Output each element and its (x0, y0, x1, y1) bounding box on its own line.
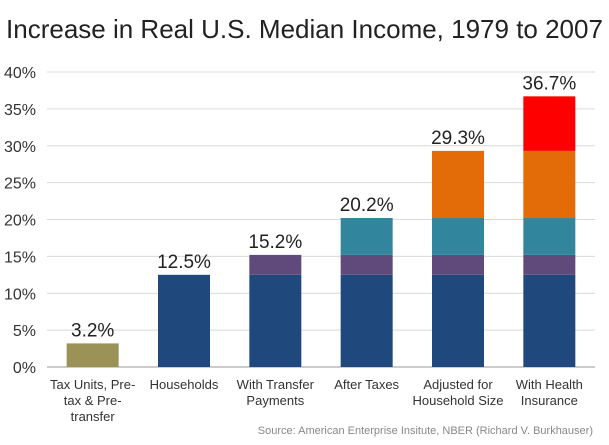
data-label: 36.7% (522, 73, 576, 94)
x-tick-label: Payments (246, 393, 304, 408)
x-tick-label: With Health (516, 377, 583, 392)
bar-segment (340, 254, 393, 275)
y-tick-label: 25% (4, 176, 36, 193)
grid-layer (47, 71, 595, 368)
y-tick-label: 30% (4, 139, 36, 156)
x-tick-label: Households (150, 377, 219, 392)
x-tick-label: With Transfer (237, 377, 315, 392)
y-tick-label: 0% (13, 360, 36, 377)
bar-segment (432, 218, 484, 255)
y-tick-label: 15% (4, 249, 36, 266)
bar-segment (523, 274, 576, 367)
x-tick-label: Household Size (412, 393, 503, 408)
x-tick-label: Tax Units, Pre- (50, 377, 135, 392)
chart-title: Increase in Real U.S. Median Income, 197… (6, 14, 603, 44)
bar-segment (523, 218, 576, 255)
x-tick-label: transfer (71, 409, 116, 424)
data-label: 15.2% (248, 232, 302, 253)
data-label: 12.5% (157, 252, 211, 273)
bar-layer (66, 96, 576, 367)
x-tick-label: tax & Pre- (64, 393, 122, 408)
x-tick-label: After Taxes (334, 377, 399, 392)
bar-segment (432, 254, 484, 275)
bar-segment (249, 274, 302, 367)
y-tick-label: 40% (4, 65, 36, 82)
bar-segment (158, 274, 210, 367)
bar-segment (523, 150, 576, 219)
bar-segment (432, 274, 484, 367)
x-tick-label: Insurance (521, 393, 578, 408)
y-tick-label: 20% (4, 213, 36, 230)
y-tick-label: 10% (4, 286, 36, 303)
bar-segment (432, 150, 484, 219)
bar-segment (249, 254, 302, 275)
bar-segment (340, 274, 393, 367)
data-label: 20.2% (340, 195, 394, 216)
x-tick-label: Adjusted for (423, 377, 493, 392)
y-tick-label: 5% (13, 323, 36, 340)
data-label: 29.3% (431, 128, 485, 149)
y-tick-label: 35% (4, 102, 36, 119)
bar-segment (340, 218, 393, 255)
bar-segment (66, 343, 119, 367)
bar-segment (523, 96, 576, 151)
source-note: Source: American Enterprise Insitute, NB… (257, 425, 593, 437)
bar-segment (523, 254, 576, 275)
label-layer: 0% 5% 10% 15% 20% 25% 30% 35% 40% 3.2% Tax Units, … (4, 65, 583, 424)
data-label: 3.2% (71, 320, 114, 341)
